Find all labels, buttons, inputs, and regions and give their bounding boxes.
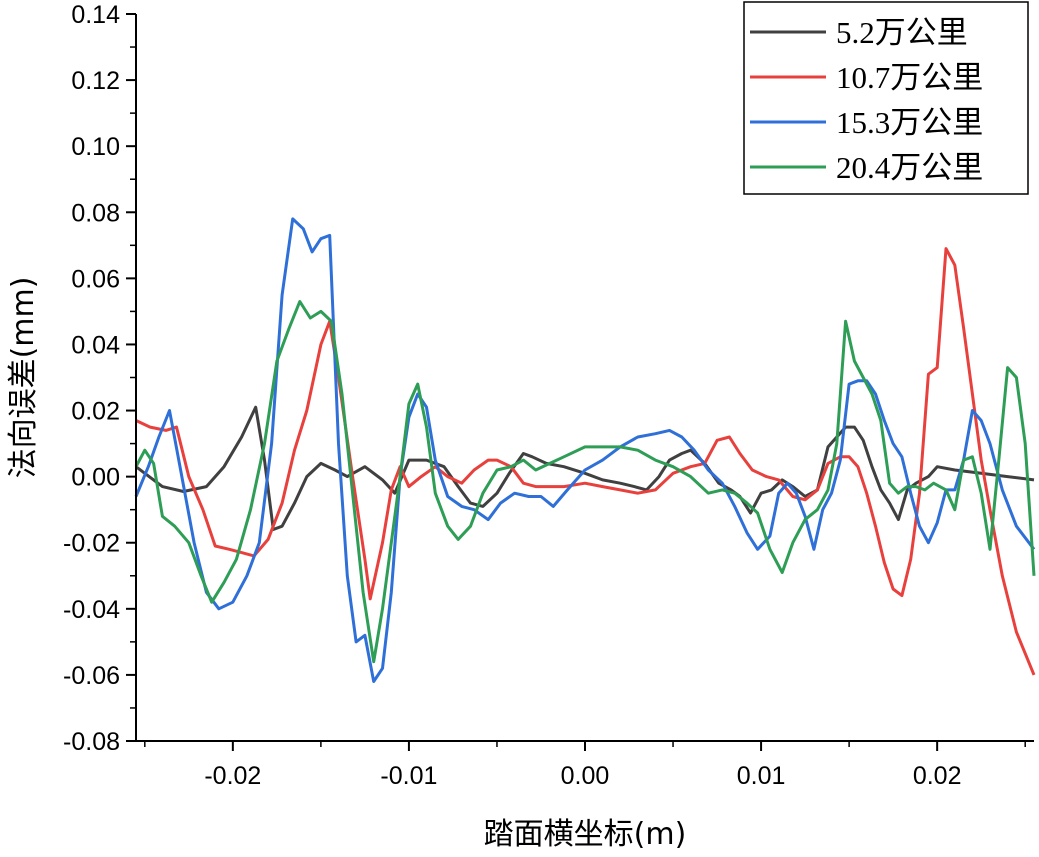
legend: 5.2万公里 10.7万公里 15.3万公里 20.4万公里 [743, 1, 1029, 195]
y-tick-label: 0.10 [71, 133, 120, 161]
x-tick-label: 0.00 [561, 762, 610, 790]
legend-box [743, 1, 1029, 195]
legend-label: 10.7万公里 [836, 60, 983, 95]
y-tick-label: 0.06 [71, 265, 120, 293]
x-tick-label: 0.02 [913, 762, 962, 790]
y-tick-label: 0.04 [71, 331, 120, 359]
legend-label: 20.4万公里 [836, 150, 983, 185]
y-axis-ticks: -0.08 -0.06 -0.04 -0.02 0.00 0.02 0.04 0.06 0.08… [63, 1, 136, 756]
series-line [135, 405, 1035, 531]
series-line [134, 300, 1036, 664]
x-tick-label: -0.02 [204, 762, 261, 790]
y-tick-label: -0.02 [63, 530, 120, 558]
x-axis-title: 踏面横坐标(m) [484, 817, 687, 852]
series-line [134, 217, 1036, 683]
series-lines [134, 217, 1036, 683]
y-tick-label: 0.14 [71, 1, 120, 29]
y-tick-label: -0.06 [63, 662, 120, 690]
x-tick-label: 0.01 [737, 762, 786, 790]
legend-label: 5.2万公里 [836, 15, 968, 50]
y-tick-label: 0.12 [71, 67, 120, 95]
series-line [135, 247, 1036, 676]
y-tick-label: 0.02 [71, 398, 120, 426]
x-axis-ticks: -0.02 -0.01 0.00 0.01 0.02 [144, 741, 1026, 790]
axes: -0.08 -0.06 -0.04 -0.02 0.00 0.02 0.04 0.06 0.08… [63, 1, 1034, 790]
y-axis-title: 法向误差(mm) [6, 277, 41, 479]
y-tick-label: -0.08 [63, 728, 120, 756]
y-tick-label: -0.04 [63, 596, 120, 624]
y-tick-label: 0.08 [71, 199, 120, 227]
x-tick-label: -0.01 [380, 762, 437, 790]
y-tick-label: 0.00 [71, 464, 120, 492]
legend-label: 15.3万公里 [836, 105, 983, 140]
